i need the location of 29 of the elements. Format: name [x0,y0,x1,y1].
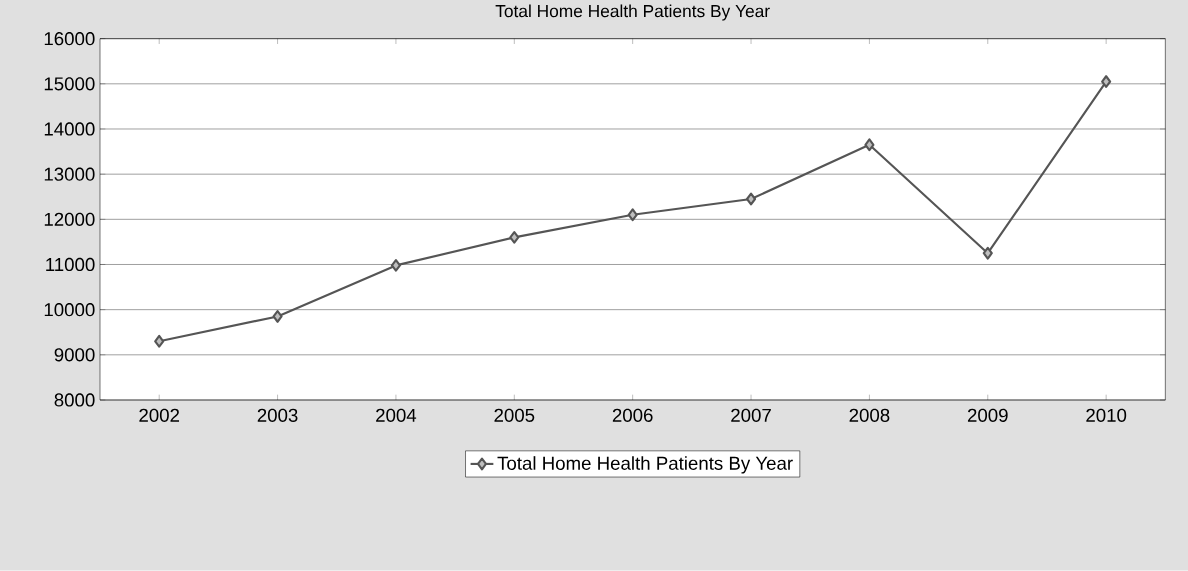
y-tick-label: 13000 [44,167,95,181]
x-tick-label: 2005 [494,408,535,423]
x-tick-label: 2003 [257,408,298,423]
point [627,208,638,222]
chart-title: Total Home Health Patients By Year [495,4,770,21]
x-tick-label: 2008 [849,408,890,423]
y-tick-label: 14000 [44,122,95,136]
point [509,231,520,244]
y-tick-label: 15000 [44,77,95,91]
y-tick-label: 10000 [44,303,95,317]
x-tick-label: 2009 [967,408,1008,423]
y-tick-label: 8000 [54,393,95,407]
point [982,246,993,260]
x-tick-label: 2004 [376,408,417,423]
x-tick-label: 2006 [612,408,653,423]
point [1101,75,1112,89]
point [864,138,875,152]
point [745,192,757,206]
y-tick-label: 9000 [54,348,95,362]
x-tick-label: 2010 [1086,408,1127,423]
x-tick-label: 2002 [139,408,180,423]
point [154,335,165,348]
point [272,310,283,324]
y-tick-label: 11000 [46,258,95,272]
y-tick-label: 16000 [44,32,95,46]
legend-label: Total Home Health Patients By Year [497,456,793,474]
x-tick-label: 2007 [731,408,771,423]
point [390,259,402,272]
y-tick-label: 12000 [44,212,95,227]
